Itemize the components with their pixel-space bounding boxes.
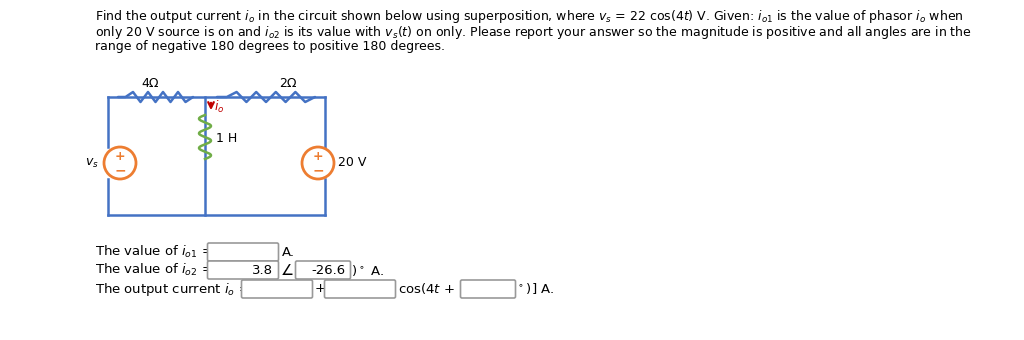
Text: $i_o$: $i_o$ xyxy=(214,99,224,115)
Text: 4Ω: 4Ω xyxy=(141,77,159,90)
Text: +: + xyxy=(312,150,324,163)
Text: Find the output current $i_o$ in the circuit shown below using superposition, wh: Find the output current $i_o$ in the cir… xyxy=(95,8,964,25)
Text: 1 H: 1 H xyxy=(216,133,238,146)
Text: The value of $i_{o2}$ =: The value of $i_{o2}$ = xyxy=(95,262,214,278)
Text: )$^\circ$ A.: )$^\circ$ A. xyxy=(351,262,384,277)
Text: only 20 V source is on and $i_{o2}$ is its value with $v_s$($t$) on only. Please: only 20 V source is on and $i_{o2}$ is i… xyxy=(95,24,972,41)
Text: $\angle$(: $\angle$( xyxy=(280,261,300,279)
Text: $^\circ$)] A.: $^\circ$)] A. xyxy=(516,282,554,296)
FancyBboxPatch shape xyxy=(325,280,395,298)
Text: cos(4$t$ + (: cos(4$t$ + ( xyxy=(398,282,465,296)
Text: +: + xyxy=(315,283,326,295)
Text: A.: A. xyxy=(282,245,295,258)
FancyBboxPatch shape xyxy=(242,280,312,298)
Text: 2Ω: 2Ω xyxy=(279,77,296,90)
Text: range of negative 180 degrees to positive 180 degrees.: range of negative 180 degrees to positiv… xyxy=(95,40,445,53)
Text: −: − xyxy=(115,163,126,177)
Text: 3.8: 3.8 xyxy=(252,264,273,276)
Text: −: − xyxy=(312,163,324,177)
Circle shape xyxy=(302,147,334,179)
FancyBboxPatch shape xyxy=(461,280,515,298)
FancyBboxPatch shape xyxy=(296,261,350,279)
Text: The output current $i_o$ = [: The output current $i_o$ = [ xyxy=(95,280,259,298)
FancyBboxPatch shape xyxy=(208,243,279,261)
Text: +: + xyxy=(115,150,125,163)
Text: The value of $i_{o1}$ =: The value of $i_{o1}$ = xyxy=(95,244,214,260)
FancyBboxPatch shape xyxy=(208,261,279,279)
Circle shape xyxy=(104,147,136,179)
Text: 20 V: 20 V xyxy=(338,156,367,170)
Text: -26.6: -26.6 xyxy=(311,264,345,276)
Text: $v_s$: $v_s$ xyxy=(85,156,99,170)
